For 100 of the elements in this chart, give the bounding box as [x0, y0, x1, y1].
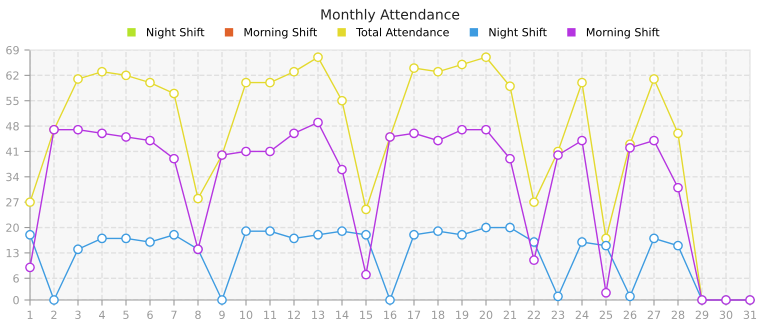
point — [121, 132, 131, 142]
x-tick-label: 6 — [147, 310, 153, 320]
point — [577, 237, 587, 247]
point — [121, 234, 131, 244]
point — [193, 194, 203, 204]
point — [409, 63, 419, 73]
point — [577, 78, 587, 88]
x-tick-label: 22 — [528, 310, 540, 319]
point — [649, 74, 659, 84]
x-tick-label: 1 — [28, 310, 33, 319]
y-tick-label: 20 — [6, 224, 19, 232]
point — [73, 244, 83, 254]
point — [505, 154, 515, 164]
point — [145, 78, 155, 88]
point — [625, 142, 635, 153]
point — [241, 226, 251, 236]
x-tick-label: 10 — [240, 310, 252, 320]
point — [673, 240, 683, 251]
point — [265, 226, 275, 236]
point — [25, 262, 35, 272]
x-tick-label: 4 — [99, 310, 105, 319]
point — [337, 96, 347, 106]
x-tick-label: 16 — [384, 310, 396, 320]
chart-title: Monthly Attendance — [321, 8, 460, 22]
point — [673, 128, 683, 138]
point — [289, 234, 299, 244]
x-tick-label: 19 — [456, 310, 468, 320]
y-tick-label: 13 — [6, 248, 19, 258]
point — [409, 128, 419, 138]
y-tick-label: 0 — [13, 296, 19, 304]
point — [601, 288, 611, 298]
point — [649, 234, 659, 244]
x-tick-label: 27 — [648, 310, 660, 319]
point — [241, 78, 251, 88]
point — [673, 182, 683, 193]
x-tick-label: 26 — [624, 310, 636, 320]
y-tick-label: 62 — [6, 71, 18, 80]
point — [505, 222, 515, 232]
point — [601, 240, 611, 251]
y-tick-label: 55 — [6, 96, 19, 106]
x-tick-label: 3 — [75, 310, 81, 320]
x-tick-label: 29 — [696, 310, 708, 320]
point — [481, 52, 491, 62]
point — [313, 118, 323, 128]
point — [49, 295, 59, 305]
x-tick-label: 25 — [600, 310, 612, 320]
point — [457, 124, 467, 135]
x-tick-label: 2 — [51, 310, 56, 319]
y-tick-label: 34 — [6, 172, 19, 182]
x-tick-label: 5 — [123, 310, 129, 320]
y-tick-label: 41 — [6, 148, 19, 156]
point — [97, 128, 107, 138]
y-tick-label: 27 — [6, 198, 19, 206]
x-tick-label: 13 — [312, 310, 324, 320]
point — [457, 60, 467, 70]
point — [481, 222, 491, 232]
point — [313, 230, 323, 240]
point — [145, 136, 155, 146]
point — [649, 136, 659, 146]
point — [433, 226, 443, 236]
x-tick-label: 15 — [360, 310, 372, 320]
legend-label: Night Shift — [147, 28, 204, 39]
point — [73, 124, 83, 135]
point — [265, 78, 275, 88]
x-tick-label: 28 — [672, 310, 684, 320]
point — [409, 230, 419, 240]
point — [217, 295, 227, 305]
x-tick-label: 9 — [219, 310, 225, 320]
point — [385, 295, 395, 305]
y-tick-label: 69 — [6, 46, 19, 54]
x-tick-label: 7 — [171, 310, 177, 319]
point — [25, 230, 35, 240]
point — [241, 146, 251, 156]
point — [169, 154, 179, 164]
x-tick-label: 23 — [552, 310, 564, 320]
x-tick-label: 21 — [504, 310, 516, 319]
point — [145, 237, 155, 247]
legend-label: Morning Shift — [586, 28, 660, 39]
legend-label: Total Attendance — [356, 28, 449, 36]
point — [553, 150, 563, 160]
point — [73, 74, 83, 84]
point — [625, 292, 635, 302]
x-tick-label: 18 — [432, 310, 444, 320]
point — [313, 52, 323, 62]
x-tick-label: 12 — [288, 310, 300, 319]
point — [433, 136, 443, 146]
x-tick-label: 24 — [576, 310, 588, 319]
x-tick-label: 17 — [408, 310, 420, 319]
x-tick-label: 11 — [264, 310, 276, 319]
point — [169, 88, 179, 98]
legend-label: Morning Shift — [244, 28, 317, 39]
y-tick-label: 48 — [6, 122, 19, 130]
point — [289, 66, 299, 77]
point — [529, 255, 539, 266]
y-tick-label: 6 — [13, 274, 19, 283]
point — [433, 66, 443, 77]
point — [553, 292, 563, 302]
x-tick-label: 31 — [744, 310, 756, 320]
point — [457, 230, 467, 240]
point — [97, 66, 107, 77]
